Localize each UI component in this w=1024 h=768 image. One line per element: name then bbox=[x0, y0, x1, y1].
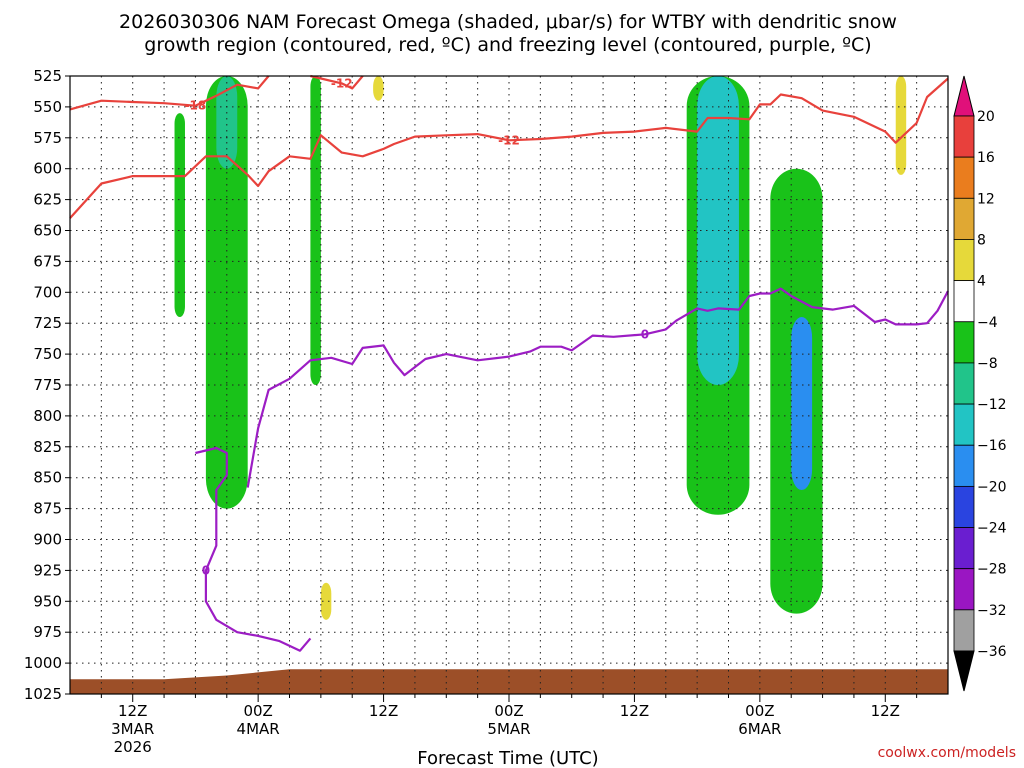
contours: -18 -12 -12 0 0 bbox=[69, 74, 949, 652]
colorbar-bin-m28_to_m24 bbox=[953, 527, 975, 570]
x-tick-label-36-0: 12Z bbox=[369, 702, 398, 720]
dgz-contour-0 bbox=[69, 75, 270, 111]
colorbar-bin-m12_to_m8 bbox=[953, 362, 975, 405]
x-tick-label-48-0: 00Z bbox=[494, 702, 523, 720]
colorbar-label-9: −20 bbox=[977, 479, 1007, 495]
colorbar-label-5: −4 bbox=[977, 315, 998, 331]
y-tick-label-675: 675 bbox=[33, 252, 62, 270]
y-tick-label-550: 550 bbox=[33, 98, 62, 116]
colorbar-label-2: 12 bbox=[977, 191, 995, 207]
colorbar-bin-8_to_12 bbox=[953, 197, 975, 240]
x-tick-label-48-1: 5MAR bbox=[487, 720, 530, 738]
omega-region-10 bbox=[895, 76, 907, 175]
y-tick-label-725: 725 bbox=[33, 314, 62, 332]
colorbar-top-arrow bbox=[953, 75, 975, 117]
grid bbox=[70, 76, 948, 694]
colorbar-label-10: −24 bbox=[977, 521, 1007, 537]
axes: 525 550 575 600 625 650 675 700 725 750 775 800 825 8… bbox=[24, 67, 918, 756]
colorbar-label-13: −36 bbox=[977, 644, 1007, 660]
freezing-contour-label-0: 0 bbox=[641, 327, 649, 341]
chart-title-line2: growth region (contoured, red, ºC) and f… bbox=[144, 34, 871, 56]
x-tick-label-60-0: 12Z bbox=[620, 702, 649, 720]
colorbar-bin-m16_to_m12 bbox=[953, 403, 975, 446]
y-tick-label-700: 700 bbox=[33, 283, 62, 301]
terrain-surface bbox=[70, 669, 948, 694]
dgz-contour-1 bbox=[69, 77, 949, 219]
dgz-contour-label-0: -18 bbox=[185, 99, 207, 113]
omega-shading bbox=[174, 76, 907, 620]
colorbar-label-8: −16 bbox=[977, 438, 1007, 454]
x-axis-label: Forecast Time (UTC) bbox=[417, 748, 598, 768]
y-tick-label-825: 825 bbox=[33, 438, 62, 456]
chart-title-line1: 2026030306 NAM Forecast Omega (shaded, μ… bbox=[119, 11, 897, 33]
x-tick-label-12-2: 2026 bbox=[114, 738, 152, 756]
terrain bbox=[70, 669, 948, 694]
colorbar-bin-m24_to_m20 bbox=[953, 485, 975, 528]
x-tick-label-24-0: 00Z bbox=[243, 702, 272, 720]
colorbar-label-0: 20 bbox=[977, 109, 995, 125]
colorbar-bin-12_to_16 bbox=[953, 156, 975, 199]
y-tick-label-575: 575 bbox=[33, 129, 62, 147]
x-tick-label-24-1: 4MAR bbox=[237, 720, 280, 738]
colorbar-bottom-arrow bbox=[953, 650, 975, 692]
x-tick-label-84-0: 12Z bbox=[871, 702, 900, 720]
y-tick-label-800: 800 bbox=[33, 407, 62, 425]
y-tick-label-1000: 1000 bbox=[24, 654, 62, 672]
credit-link[interactable]: coolwx.com/models bbox=[878, 745, 1016, 761]
omega-region-0 bbox=[174, 113, 185, 318]
freezing-contour-1 bbox=[195, 446, 312, 652]
colorbar-label-4: 4 bbox=[977, 274, 986, 290]
omega-region-2 bbox=[216, 76, 238, 169]
y-tick-label-600: 600 bbox=[33, 160, 62, 178]
colorbar: 20 16 12 8 4 −4 −8 −12 −16 −20 −24 −28 −32 −36 bbox=[953, 75, 1007, 692]
y-tick-label-900: 900 bbox=[33, 531, 62, 549]
x-tick-label-72-0: 00Z bbox=[745, 702, 774, 720]
x-tick-label-12-1: 3MAR bbox=[111, 720, 154, 738]
dgz-contour-2 bbox=[310, 74, 364, 90]
omega-region-4 bbox=[373, 76, 384, 101]
colorbar-label-3: 8 bbox=[977, 232, 986, 248]
y-tick-label-625: 625 bbox=[33, 191, 62, 209]
omega-region-9 bbox=[791, 317, 813, 491]
x-tick-label-72-1: 6MAR bbox=[738, 720, 781, 738]
dgz-contour-label-2: -12 bbox=[331, 76, 353, 90]
freezing-contour-label-1: 0 bbox=[202, 563, 210, 577]
colorbar-bin-m32_to_m28 bbox=[953, 568, 975, 611]
colorbar-bin-16_to_20 bbox=[953, 115, 975, 158]
colorbar-bin-m36_to_m32 bbox=[953, 609, 975, 652]
y-tick-label-650: 650 bbox=[33, 222, 62, 240]
colorbar-label-1: 16 bbox=[977, 150, 995, 166]
colorbar-label-12: −32 bbox=[977, 603, 1007, 619]
omega-region-3 bbox=[310, 76, 321, 385]
colorbar-label-6: −8 bbox=[977, 356, 998, 372]
dgz-contour-label-1: -12 bbox=[498, 133, 520, 147]
y-tick-label-1025: 1025 bbox=[24, 685, 62, 703]
y-tick-label-875: 875 bbox=[33, 500, 62, 518]
colorbar-label-7: −12 bbox=[977, 397, 1007, 413]
colorbar-bin-m20_to_m16 bbox=[953, 444, 975, 487]
y-tick-label-525: 525 bbox=[33, 67, 62, 85]
colorbar-bin-4_to_8 bbox=[953, 239, 975, 282]
y-tick-label-750: 750 bbox=[33, 345, 62, 363]
x-tick-label-12-0: 12Z bbox=[118, 702, 147, 720]
y-tick-label-975: 975 bbox=[33, 623, 62, 641]
colorbar-bin-m8_to_m4 bbox=[953, 321, 975, 364]
y-tick-label-925: 925 bbox=[33, 561, 62, 579]
y-tick-label-850: 850 bbox=[33, 469, 62, 487]
omega-region-5 bbox=[320, 582, 332, 620]
colorbar-label-11: −28 bbox=[977, 562, 1007, 578]
colorbar-bin-m4_to_4 bbox=[953, 280, 975, 323]
y-tick-label-775: 775 bbox=[33, 376, 62, 394]
freezing-contour-0 bbox=[246, 287, 949, 488]
y-tick-label-950: 950 bbox=[33, 592, 62, 610]
